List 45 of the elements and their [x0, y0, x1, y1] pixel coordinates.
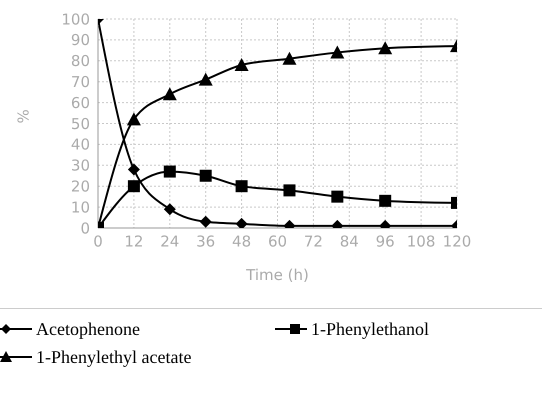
x-axis-title: Time (h)	[245, 266, 309, 284]
point	[282, 52, 296, 65]
y-tick-label: 10	[70, 198, 90, 216]
legend-label: Acetophenone	[36, 318, 140, 340]
x-tick-label: 48	[232, 232, 252, 251]
x-tick-label: 60	[268, 232, 288, 251]
x-tick-label: 108	[406, 232, 436, 251]
y-tick-label: 0	[80, 219, 90, 238]
point	[200, 216, 212, 228]
legend-label: 1-Phenylethanol	[311, 318, 429, 340]
y-tick-label: 30	[70, 156, 90, 175]
point	[200, 170, 212, 182]
point	[378, 41, 392, 54]
x-tick-label: 24	[160, 232, 180, 251]
x-tick-label: 72	[304, 232, 323, 251]
x-tick-label: 36	[196, 232, 216, 251]
y-tick-label: 20	[70, 178, 90, 196]
y-tick-label: 60	[70, 94, 90, 112]
x-tick-label: 0	[93, 232, 103, 251]
point	[331, 190, 344, 203]
point	[128, 180, 140, 192]
point	[330, 45, 344, 58]
y-tick-label: 50	[70, 114, 90, 133]
legend-label: 1-Phenylethyl acetate	[36, 346, 192, 368]
point	[128, 163, 140, 176]
y-tick-label: 80	[70, 52, 90, 70]
y-axis-title: %	[14, 109, 32, 124]
y-tick-label: 90	[70, 31, 90, 50]
y-tick-label: 70	[70, 73, 90, 92]
x-tick-label: 84	[340, 232, 359, 251]
point	[164, 203, 176, 216]
point	[126, 112, 141, 126]
point	[236, 180, 248, 192]
x-tick-label: 96	[376, 232, 395, 251]
point	[198, 72, 213, 86]
x-tick-label: 120	[442, 232, 472, 251]
y-tick-label: 40	[70, 136, 90, 154]
point	[379, 194, 392, 207]
point	[234, 58, 249, 71]
x-tick-label: 12	[124, 232, 144, 251]
point	[283, 184, 296, 196]
y-tick-label: 100	[61, 10, 90, 28]
point	[164, 166, 176, 178]
point	[236, 218, 248, 228]
point	[162, 87, 177, 100]
